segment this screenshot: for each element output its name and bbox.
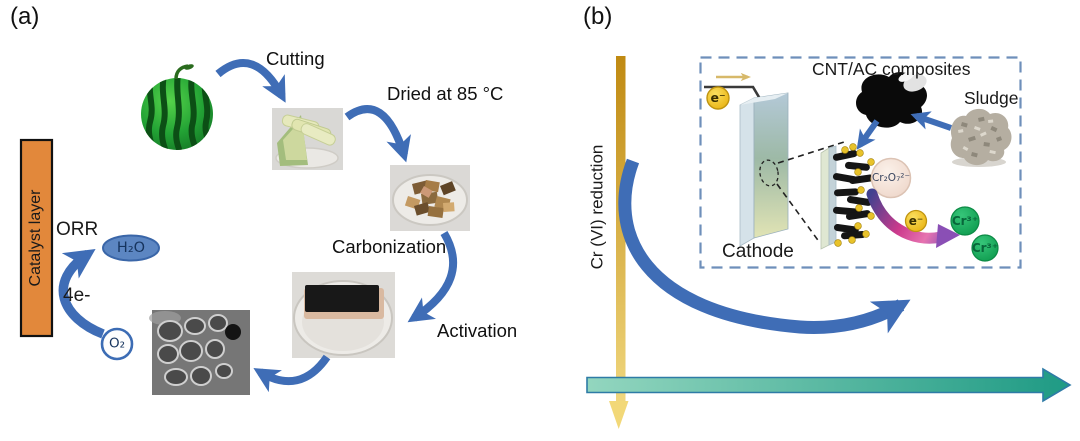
cr3-label-1: Cr³⁺ xyxy=(951,214,979,228)
electron-transfer-label: e⁻ xyxy=(908,214,924,228)
cnt-electrode xyxy=(820,143,878,250)
cr3-bubble-2 xyxy=(971,234,999,262)
dichromate-label: Cr₂O₇²⁻ xyxy=(871,171,911,184)
electron-transfer-bubble xyxy=(904,209,928,233)
cut-pieces-photo xyxy=(272,108,343,170)
dried-pieces-photo xyxy=(390,165,470,231)
zoom-line-top xyxy=(777,141,845,164)
catalyst-layer-label: Catalyst layer xyxy=(27,189,44,287)
dried-label: Dried at 85 °C xyxy=(387,83,504,104)
watermelon-icon xyxy=(141,64,213,150)
carbonization-arrow xyxy=(407,230,457,323)
inset-box xyxy=(699,56,1022,269)
sludge-label: Sludge xyxy=(964,88,1019,108)
electron-input-bubble xyxy=(706,86,730,110)
cutting-label: Cutting xyxy=(266,48,325,69)
cnt-ac-label: CNT/AC composites xyxy=(812,59,971,79)
four-electron-label: 4e- xyxy=(63,285,91,306)
panel-b-label: (b) xyxy=(583,3,613,30)
activation-label: Activation xyxy=(437,320,518,341)
o2-label: O₂ xyxy=(108,335,126,352)
h2o-label: H₂O xyxy=(116,239,146,256)
electron-input-label: e⁻ xyxy=(710,89,726,105)
sludge-to-composite-arrow xyxy=(910,111,952,131)
zoom-circle xyxy=(759,159,779,187)
orr-label: ORR xyxy=(56,219,99,240)
o2-bubble xyxy=(100,327,134,361)
cutting-arrow xyxy=(215,59,286,103)
cathode-label: Cathode xyxy=(722,241,794,262)
cr3-label-2: Cr³⁺ xyxy=(971,241,999,255)
trend-arrow xyxy=(618,158,911,334)
catalyst-layer-bar xyxy=(19,138,54,338)
crvi-axis-arrow xyxy=(609,56,629,429)
panel-a-label: (a) xyxy=(10,3,40,30)
carbonized-block-photo xyxy=(292,272,395,358)
dichromate-bubble xyxy=(870,157,912,199)
cnt-ac-blob xyxy=(856,72,927,128)
x-axis-arrow xyxy=(586,367,1072,403)
carbonization-label: Carbonization xyxy=(332,236,447,257)
dried-arrow xyxy=(344,105,411,163)
h2o-bubble xyxy=(102,234,160,262)
orr-arrow xyxy=(58,248,105,339)
crvi-axis-label: Cr (VI) reduction xyxy=(587,144,607,270)
composite-to-electrode-arrow xyxy=(856,119,880,150)
cr3-bubble-1 xyxy=(950,206,980,236)
sem-image xyxy=(149,310,250,395)
cathode-slab xyxy=(739,92,789,247)
reduction-gradient-arrow xyxy=(866,188,960,248)
zoom-line-bottom xyxy=(776,183,821,244)
sludge-image xyxy=(950,108,1012,167)
activation-arrow xyxy=(253,354,331,393)
